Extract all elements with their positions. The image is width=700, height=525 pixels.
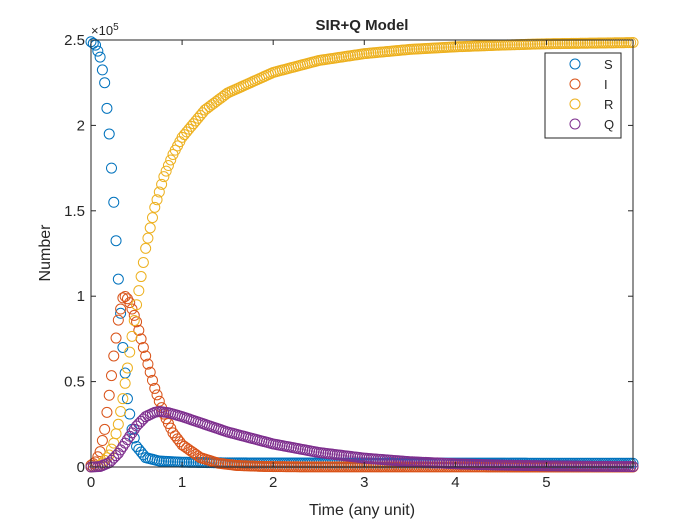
series-I-marker <box>108 350 120 362</box>
y-axis-label: Number <box>37 224 54 282</box>
y-tick-label: 2 <box>77 117 85 134</box>
series-R-marker <box>133 285 145 297</box>
series-layer <box>85 36 639 473</box>
series-R-marker <box>162 160 174 172</box>
series-I-marker <box>151 389 163 401</box>
series-I-marker <box>103 389 115 401</box>
y-axis-exponent-base: ×10 <box>91 23 113 38</box>
chart-title: SIR+Q Model <box>316 17 409 34</box>
legend-marker-R <box>569 98 581 110</box>
series-S-marker <box>115 307 127 319</box>
ticks-layer: 0 1 2 3 4 5 0 0.5 1 1.5 2 2.5 <box>64 32 633 491</box>
legend-label-R: R <box>604 97 613 112</box>
series-R-marker <box>140 242 152 254</box>
series-R-marker <box>117 393 129 405</box>
series-S-marker <box>128 432 140 444</box>
y-tick-label: 0 <box>77 459 85 476</box>
plot-area <box>91 40 633 467</box>
y-tick-label: 1 <box>77 288 85 305</box>
series-R-marker <box>151 194 163 206</box>
series-I-marker <box>101 406 113 418</box>
legend-label-I: I <box>604 77 608 92</box>
series-R-marker <box>112 418 124 430</box>
series-S-marker <box>94 51 106 63</box>
series-R-marker <box>121 362 133 374</box>
series-R-marker <box>115 405 127 417</box>
series-R-marker <box>146 212 158 224</box>
series-R-marker <box>137 256 149 268</box>
legend-marker-S <box>569 58 581 70</box>
series-R-marker <box>126 330 138 342</box>
series-I-marker <box>112 314 124 326</box>
legend-label-Q: Q <box>604 117 614 132</box>
series-I-marker <box>146 374 158 386</box>
x-tick-label: 3 <box>360 474 368 491</box>
series-R-marker <box>156 178 168 190</box>
series-Q <box>85 405 639 473</box>
plot-frame <box>90 39 634 468</box>
y-tick-label: 2.5 <box>64 32 85 49</box>
series-S-marker <box>112 273 124 285</box>
x-tick-label: 2 <box>269 474 277 491</box>
series-I-marker <box>144 366 156 378</box>
y-axis-exponent-power: 5 <box>113 22 119 33</box>
y-tick-label: 1.5 <box>64 203 85 220</box>
series-I-marker <box>149 382 161 394</box>
series-I-marker <box>110 332 122 344</box>
series-R-marker <box>142 232 154 244</box>
x-tick-label: 5 <box>542 474 550 491</box>
series-R-marker <box>119 377 131 389</box>
series-S-marker <box>121 393 133 405</box>
series-I-marker <box>96 435 108 447</box>
series-S-marker <box>101 102 113 114</box>
x-tick-label: 0 <box>87 474 95 491</box>
series-R-marker <box>124 346 136 358</box>
series-R-marker <box>153 186 165 198</box>
series-I-marker <box>137 341 149 353</box>
series-S-marker <box>103 128 115 140</box>
series-R-marker <box>149 201 161 213</box>
series-R <box>85 37 639 473</box>
legend-box <box>544 52 622 139</box>
x-axis-label: Time (any unit) <box>309 502 415 519</box>
series-S-marker <box>110 235 122 247</box>
series-S-marker <box>108 196 120 208</box>
series-I-marker <box>140 350 152 362</box>
series-R-marker <box>131 299 143 311</box>
series-I-marker <box>142 358 154 370</box>
x-tick-label: 4 <box>451 474 459 491</box>
series-R-marker <box>160 165 172 177</box>
series-S-marker <box>96 64 108 76</box>
series-R-marker <box>158 171 170 183</box>
series-R-marker <box>135 271 147 283</box>
legend-marker-I <box>569 78 581 90</box>
series-I-marker <box>133 324 145 336</box>
series-R-marker <box>144 222 156 234</box>
series-I-marker <box>106 370 117 382</box>
series-I-marker <box>99 423 111 435</box>
series-S-marker <box>99 77 111 89</box>
series-R-marker <box>128 315 140 327</box>
series-R-marker <box>165 154 177 166</box>
series-S-marker <box>92 45 104 57</box>
series-S-marker <box>106 162 117 174</box>
x-tick-label: 1 <box>178 474 186 491</box>
y-axis-exponent: ×105 <box>91 22 119 38</box>
series-I-marker <box>124 297 136 309</box>
legend-label-S: S <box>604 57 613 72</box>
series-I-marker <box>128 309 140 321</box>
legend-marker-Q <box>569 118 581 130</box>
y-tick-label: 0.5 <box>64 374 85 391</box>
series-I-marker <box>115 303 127 315</box>
series-I-marker <box>131 316 143 328</box>
